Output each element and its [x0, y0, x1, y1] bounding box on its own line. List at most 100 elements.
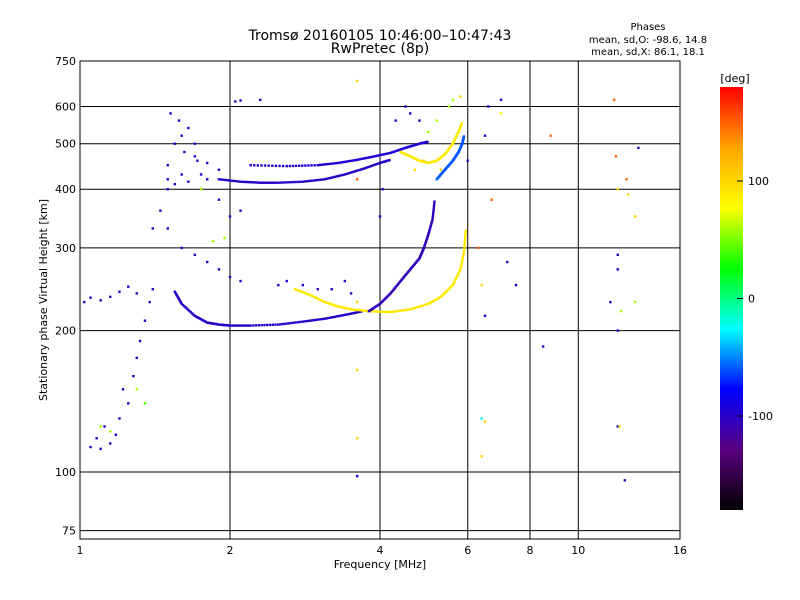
scatter-point: [143, 402, 147, 405]
trace-point: [296, 180, 300, 184]
scatter-point: [135, 388, 138, 391]
trace-point: [241, 324, 244, 327]
trace-point: [330, 162, 334, 165]
scatter-point: [103, 425, 106, 428]
x-tick-label: 6: [464, 544, 471, 557]
scatter-point: [355, 437, 359, 440]
trace-point: [378, 154, 381, 157]
y-tick-label: 75: [62, 525, 76, 538]
trace-point: [251, 181, 254, 184]
trace-point: [192, 313, 195, 316]
trace-point: [308, 319, 311, 322]
scatter-point: [138, 339, 142, 343]
trace-point: [462, 250, 466, 253]
trace-point: [426, 140, 429, 144]
trace-point: [203, 320, 206, 323]
scatter-point: [394, 119, 397, 122]
scatter-point: [166, 227, 169, 230]
trace-point: [254, 324, 258, 327]
trace-point: [291, 164, 295, 168]
scatter-point: [109, 295, 112, 299]
scatter-point: [118, 290, 121, 293]
trace-point: [411, 144, 414, 147]
trace-point: [352, 159, 355, 162]
trace-point: [460, 262, 463, 266]
scatter-point: [193, 142, 197, 145]
colorbar-label: [deg]: [720, 72, 749, 85]
trace-point: [245, 324, 248, 327]
trace-point: [464, 229, 467, 232]
scatter-point: [616, 253, 619, 257]
trace-point: [321, 178, 324, 181]
trace-point: [321, 317, 324, 321]
trace-point: [333, 162, 336, 165]
scatter-point: [480, 283, 483, 287]
scatter-point: [166, 163, 169, 167]
scatter-point: [343, 279, 347, 283]
trace-point: [257, 324, 261, 327]
scatter-point: [193, 253, 197, 257]
trace-point: [423, 244, 426, 247]
trace-point: [339, 174, 343, 177]
scatter-point: [349, 292, 353, 295]
scatter-point: [127, 402, 130, 405]
trace-point: [395, 149, 398, 153]
scatter-point: [180, 173, 183, 176]
scatter-point: [205, 260, 209, 264]
trace-point: [337, 161, 340, 165]
x-tick-label: 1: [77, 544, 84, 557]
scatter-point: [199, 188, 203, 191]
trace-point: [327, 316, 331, 320]
trace-point: [274, 323, 277, 326]
scatter-point: [355, 79, 359, 83]
scatter-point: [625, 178, 628, 181]
trace-point: [416, 305, 419, 309]
trace-point: [286, 322, 290, 325]
trace-point: [347, 307, 350, 310]
scatter-point: [151, 288, 155, 291]
scatter-point: [183, 150, 186, 154]
trace-point: [422, 246, 426, 250]
trace-point: [285, 164, 288, 168]
trace-point: [323, 317, 327, 320]
trace-point: [232, 324, 236, 327]
scatter-point: [99, 299, 102, 302]
trace-point: [376, 154, 379, 157]
trace-point: [266, 323, 269, 327]
trace-point: [281, 164, 285, 168]
trace-point: [395, 310, 398, 313]
trace-point: [397, 309, 400, 313]
scatter-point: [514, 283, 518, 287]
trace-point: [310, 294, 314, 298]
stats-line-o: mean, sd,O: -98.6, 14.8: [589, 35, 707, 46]
scatter-point: [633, 215, 637, 218]
trace-point: [303, 320, 307, 323]
scatter-point: [316, 288, 319, 291]
trace-point: [256, 164, 260, 167]
trace-point: [387, 310, 390, 314]
scatter-point: [259, 98, 262, 102]
scatter-point: [223, 236, 226, 240]
trace-point: [426, 236, 429, 239]
x-tick-label: 2: [227, 544, 234, 557]
colorbar: [720, 87, 743, 510]
trace-point: [349, 308, 353, 311]
trace-point: [306, 319, 309, 323]
trace-point: [363, 167, 367, 170]
trace-point: [380, 310, 384, 313]
trace-point: [432, 208, 435, 211]
trace-point: [349, 312, 352, 315]
trace-point: [374, 154, 378, 158]
scatter-point: [480, 417, 483, 420]
trace-point: [357, 308, 360, 312]
trace-point: [352, 311, 356, 315]
trace-point: [423, 303, 426, 307]
trace-point: [334, 304, 337, 307]
trace-point: [323, 300, 327, 304]
scatter-point: [135, 356, 138, 360]
trace-point: [353, 308, 356, 311]
trace-point: [428, 227, 432, 230]
trace-point: [319, 178, 322, 181]
trace-point: [350, 312, 354, 315]
trace-point: [174, 291, 177, 295]
